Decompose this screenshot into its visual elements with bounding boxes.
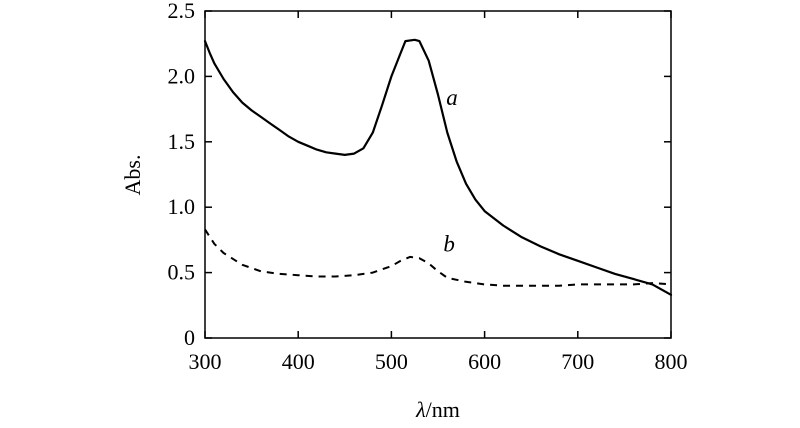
y-tick-label: 1.0	[168, 194, 196, 219]
x-axis-unit: /nm	[426, 397, 460, 422]
y-tick-label: 1.5	[168, 129, 196, 154]
x-tick-label: 600	[468, 349, 501, 374]
plot-frame	[204, 10, 672, 339]
x-tick-label: 400	[282, 349, 315, 374]
series-b-label: b	[443, 232, 455, 257]
series-a-label: a	[446, 85, 458, 110]
y-tick-label: 0	[184, 325, 195, 350]
y-axis-title: Abs.	[120, 155, 145, 196]
x-tick-label: 700	[561, 349, 594, 374]
x-axis-symbol: λ	[415, 397, 426, 422]
x-tick-label: 500	[375, 349, 408, 374]
series-b-line	[204, 228, 672, 287]
y-tick-label: 2.5	[168, 0, 196, 23]
series-layer	[203, 38, 673, 296]
chart-labels: ab	[443, 85, 457, 256]
x-axis-title: λ/nm	[415, 397, 460, 422]
x-tick-label: 800	[655, 349, 688, 374]
y-tick-label: 2.0	[168, 63, 196, 88]
axis-ticks: 300 400 500 600 700 800 0 0.5 1.0 1.5 2.0 2.5	[168, 0, 688, 374]
x-tick-label: 300	[189, 349, 222, 374]
y-tick-label: 0.5	[168, 260, 196, 285]
series-a-line	[203, 38, 673, 296]
